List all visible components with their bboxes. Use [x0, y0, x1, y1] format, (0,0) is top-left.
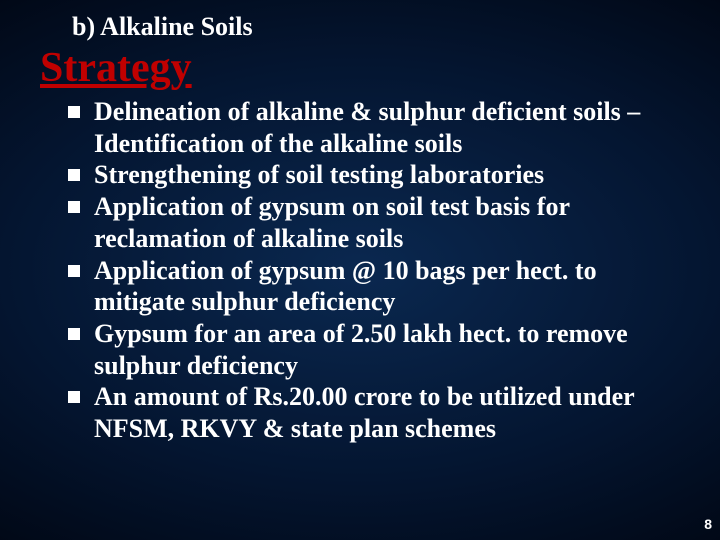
page-number: 8 [704, 516, 712, 532]
list-item: An amount of Rs.20.00 crore to be utiliz… [68, 381, 680, 444]
list-item: Application of gypsum on soil test basis… [68, 191, 680, 254]
slide: b) Alkaline Soils Strategy Delineation o… [0, 0, 720, 540]
slide-heading: Strategy [40, 44, 680, 92]
list-item: Strengthening of soil testing laboratori… [68, 159, 680, 191]
list-item: Gypsum for an area of 2.50 lakh hect. to… [68, 318, 680, 381]
list-item: Application of gypsum @ 10 bags per hect… [68, 255, 680, 318]
section-label: b) Alkaline Soils [72, 12, 680, 42]
bullet-list: Delineation of alkaline & sulphur defici… [68, 96, 680, 445]
list-item: Delineation of alkaline & sulphur defici… [68, 96, 680, 159]
